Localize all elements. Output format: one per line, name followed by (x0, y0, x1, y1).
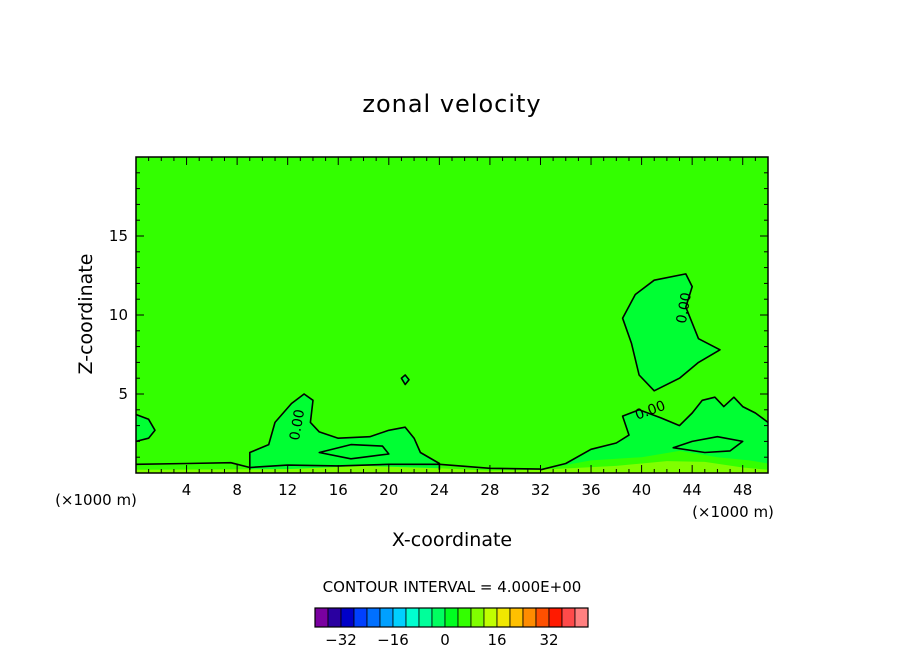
colorbar-swatch (366, 607, 381, 628)
colorbar-swatch (535, 607, 550, 628)
colorbar-tick-label: 0 (440, 631, 450, 649)
plot-area: 0.000.00 0.00 (135, 157, 769, 473)
colorbar-tick-label: 32 (539, 631, 558, 649)
contour-line-upper-right-contour (621, 273, 721, 392)
contour-line-small-loop-contour (400, 374, 410, 386)
contour-line-inner-contour-b (672, 435, 744, 454)
colorbar-swatch (392, 607, 407, 628)
colorbar: −32 −16 0 16 32 (314, 607, 589, 649)
contour-label: 0.00 (674, 291, 695, 324)
y-tick-label: 15 (109, 227, 128, 245)
colorbar-swatch (327, 607, 342, 628)
colorbar-tick-label: −16 (377, 631, 409, 649)
colorbar-swatch (548, 607, 563, 628)
contour-fill-upper-right-cell (622, 273, 720, 391)
colorbar-swatch (457, 607, 472, 628)
colorbar-swatch (431, 607, 446, 628)
colorbar-swatch (470, 607, 485, 628)
x-tick-label: 12 (278, 481, 297, 499)
contour-line-inner-contour-a (318, 443, 390, 460)
colorbar-swatch (522, 607, 537, 628)
x-tick-label: 4 (182, 481, 192, 499)
chart-title: zonal velocity (362, 90, 541, 118)
x-tick-label: 32 (531, 481, 550, 499)
x-tick-label: 36 (581, 481, 600, 499)
x-tick-label: 20 (379, 481, 398, 499)
contour-fill-bottom-band (136, 461, 768, 473)
contour-interval-text: CONTOUR INTERVAL = 4.000E+00 (323, 578, 582, 596)
x-tick-label: 48 (733, 481, 752, 499)
contour-line-right-low-contour (540, 396, 769, 471)
y-tick-label: 10 (109, 306, 128, 324)
contour-line-baseline-contour (135, 461, 541, 470)
colorbar-frame (314, 607, 589, 628)
colorbar-swatch (496, 607, 511, 628)
x-tick-label: 16 (329, 481, 348, 499)
colorbar-tick-label: 16 (487, 631, 506, 649)
colorbar-swatch (561, 607, 576, 628)
x-tick-label: 28 (480, 481, 499, 499)
x-axis-label: X-coordinate (392, 529, 512, 551)
x-tick-label: 24 (430, 481, 449, 499)
colorbar-swatch (483, 607, 498, 628)
colorbar-swatch (574, 607, 589, 628)
colorbar-swatch (444, 607, 459, 628)
colorbar-swatch (418, 607, 433, 628)
colorbar-swatch (353, 607, 368, 628)
x-unit-right-label: (×1000 m) (692, 503, 774, 521)
colorbar-swatch (314, 607, 329, 628)
y-axis-label: Z-coordinate (75, 254, 97, 375)
contour-line-left-low-contour (249, 393, 441, 470)
colorbar-tick-label: −32 (325, 631, 357, 649)
colorbar-swatch (405, 607, 420, 628)
x-tick-label: 8 (232, 481, 242, 499)
contour-fill-left-low-cell (249, 394, 440, 470)
contour-fill-left-edge-cell (136, 414, 155, 442)
contour-label: 0.00 (287, 408, 308, 441)
contour-line-left-edge-contour (135, 413, 156, 443)
colorbar-swatch (509, 607, 524, 628)
x-tick-label: 44 (683, 481, 702, 499)
colorbar-swatch (340, 607, 355, 628)
x-tick-label: 40 (632, 481, 651, 499)
y-tick-label: 5 (118, 385, 128, 403)
colorbar-swatch (379, 607, 394, 628)
x-unit-left-label: (×1000 m) (55, 491, 137, 509)
